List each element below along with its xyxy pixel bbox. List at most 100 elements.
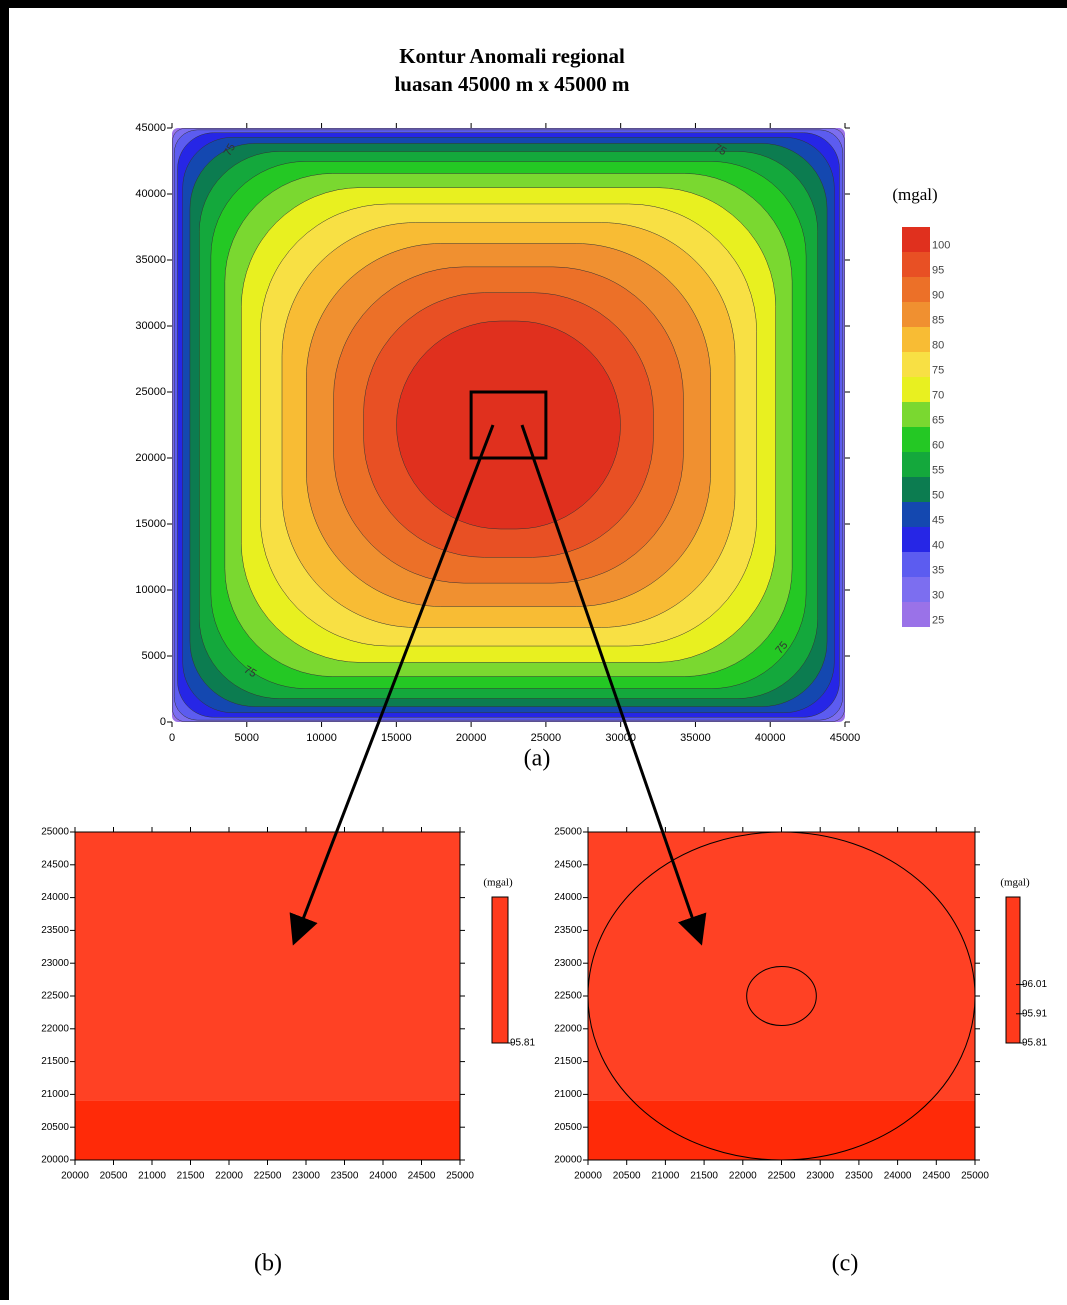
y-tick-label: 15000 <box>135 518 166 530</box>
colorbar-tick-label: 45 <box>932 515 944 527</box>
colorbar-tick-label: 65 <box>932 415 944 427</box>
x-tick-label: 24000 <box>884 1171 912 1182</box>
contour-fill <box>588 1101 975 1160</box>
colorbar-swatch <box>902 527 930 552</box>
x-tick-label: 21500 <box>177 1171 205 1182</box>
colorbar-tick-label: 50 <box>932 490 944 502</box>
colorbar-swatch <box>902 402 930 427</box>
x-tick-label: 22500 <box>768 1171 796 1182</box>
colorbar-swatch <box>902 452 930 477</box>
x-tick-label: 23000 <box>806 1171 834 1182</box>
y-tick-label: 21500 <box>554 1056 582 1067</box>
colorbar-tick-label: 85 <box>932 315 944 327</box>
y-tick-label: 21500 <box>41 1056 69 1067</box>
x-tick-label: 21000 <box>651 1171 679 1182</box>
colorbar-tick-label: 70 <box>932 390 944 402</box>
y-tick-label: 20000 <box>135 452 166 464</box>
y-tick-label: 23500 <box>41 925 69 936</box>
colorbar <box>1006 897 1020 1043</box>
y-tick-label: 21000 <box>554 1089 582 1100</box>
y-tick-label: 5000 <box>142 650 166 662</box>
colorbar-tick-label: 35 <box>932 565 944 577</box>
x-tick-label: 23500 <box>845 1171 873 1182</box>
colorbar-tick-label: 90 <box>932 290 944 302</box>
contour-fill <box>75 832 460 1101</box>
y-tick-label: 24500 <box>554 859 582 870</box>
colorbar-tick-label: 95.81 <box>1022 1038 1047 1049</box>
x-tick-label: 40000 <box>755 732 786 744</box>
colorbar-swatch <box>902 252 930 277</box>
x-tick-label: 45000 <box>830 732 861 744</box>
colorbar-tick-label: 95 <box>932 265 944 277</box>
colorbar-tick-label: 25 <box>932 615 944 627</box>
x-tick-label: 21000 <box>138 1171 166 1182</box>
colorbar-swatch <box>902 477 930 502</box>
y-tick-label: 23500 <box>554 925 582 936</box>
x-tick-label: 24500 <box>922 1171 950 1182</box>
caption: (b) <box>254 1251 282 1277</box>
colorbar-swatch <box>902 277 930 302</box>
y-tick-label: 22000 <box>41 1023 69 1034</box>
y-tick-label: 22000 <box>554 1023 582 1034</box>
colorbar-label: (mgal) <box>892 185 937 204</box>
y-tick-label: 35000 <box>135 254 166 266</box>
colorbar-swatch <box>902 327 930 352</box>
x-tick-label: 20000 <box>574 1171 602 1182</box>
y-tick-label: 23000 <box>554 958 582 969</box>
y-tick-label: 25000 <box>41 827 69 838</box>
figure: 7575757525303540455055606570758085909510… <box>0 0 1067 1300</box>
colorbar-tick-label: 96.01 <box>1022 979 1047 990</box>
colorbar-swatch <box>902 502 930 527</box>
y-tick-label: 20500 <box>41 1122 69 1133</box>
x-tick-label: 20500 <box>613 1171 641 1182</box>
y-tick-label: 24000 <box>554 892 582 903</box>
y-tick-label: 0 <box>160 716 166 728</box>
y-tick-label: 22500 <box>554 991 582 1002</box>
caption: (a) <box>524 746 551 772</box>
colorbar-swatch <box>902 577 930 602</box>
y-tick-label: 45000 <box>135 122 166 134</box>
y-tick-label: 20000 <box>41 1155 69 1166</box>
contour-fill <box>75 1101 460 1160</box>
caption: (c) <box>832 1251 859 1277</box>
colorbar-swatch <box>902 377 930 402</box>
colorbar-tick-label: 30 <box>932 590 944 602</box>
colorbar-tick-label: 60 <box>932 440 944 452</box>
page: {"chart_data":[ {"type":"contour","title… <box>0 0 1067 1305</box>
x-tick-label: 5000 <box>235 732 259 744</box>
chart-title: luasan 45000 m x 45000 m <box>394 72 630 96</box>
x-tick-label: 22500 <box>254 1171 282 1182</box>
y-tick-label: 25000 <box>135 386 166 398</box>
chart-title: Kontur Anomali regional <box>399 44 625 68</box>
colorbar-swatch <box>902 352 930 377</box>
x-tick-label: 24000 <box>369 1171 397 1182</box>
colorbar-swatch <box>902 227 930 252</box>
x-tick-label: 25000 <box>446 1171 474 1182</box>
colorbar-tick-label: 75 <box>932 365 944 377</box>
x-tick-label: 20500 <box>100 1171 128 1182</box>
x-tick-label: 23500 <box>331 1171 359 1182</box>
colorbar-tick-label: 55 <box>932 465 944 477</box>
frame-top <box>0 0 1067 8</box>
y-tick-label: 25000 <box>554 827 582 838</box>
frame-left <box>0 0 9 1300</box>
colorbar-swatch <box>902 302 930 327</box>
colorbar <box>492 897 508 1043</box>
contour-band <box>397 321 621 529</box>
x-tick-label: 20000 <box>61 1171 89 1182</box>
x-tick-label: 22000 <box>729 1171 757 1182</box>
x-tick-label: 23000 <box>292 1171 320 1182</box>
x-tick-label: 21500 <box>690 1171 718 1182</box>
x-tick-label: 25000 <box>961 1171 989 1182</box>
y-tick-label: 22500 <box>41 991 69 1002</box>
colorbar-swatch <box>902 427 930 452</box>
x-tick-label: 0 <box>169 732 175 744</box>
colorbar-tick-label: 95.81 <box>510 1038 535 1049</box>
colorbar-tick-label: 40 <box>932 540 944 552</box>
x-tick-label: 22000 <box>215 1171 243 1182</box>
colorbar-label: (mgal) <box>1000 877 1030 889</box>
colorbar-tick-label: 100 <box>932 240 950 252</box>
y-tick-label: 23000 <box>41 958 69 969</box>
y-tick-label: 20000 <box>554 1155 582 1166</box>
